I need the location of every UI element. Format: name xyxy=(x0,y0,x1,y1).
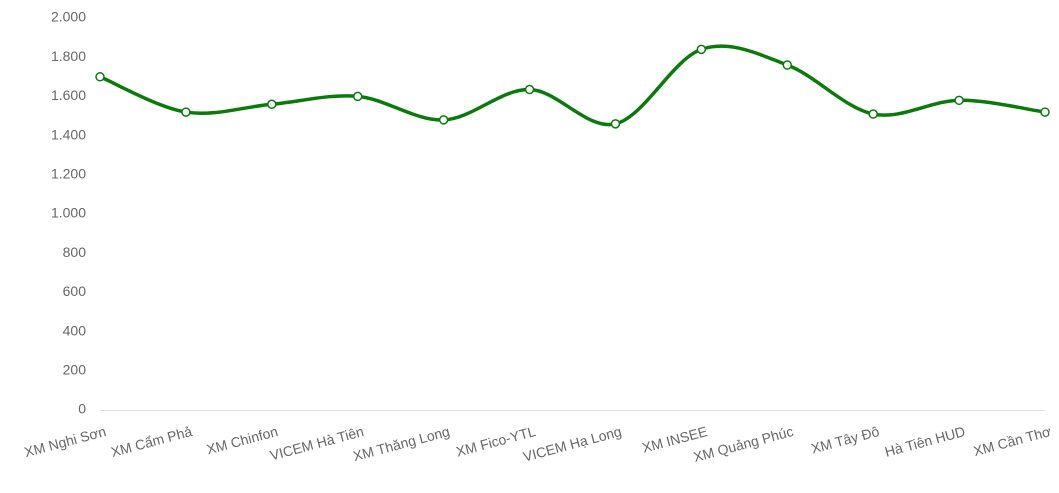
x-tick-label: VICEM Hà Tiên xyxy=(268,423,365,463)
x-tick-label: XM Thăng Long xyxy=(351,423,451,464)
y-tick-label: 800 xyxy=(63,244,87,260)
y-tick-label: 1.200 xyxy=(51,166,86,182)
x-tick-label: XM Cẩm Phả xyxy=(109,423,194,460)
point xyxy=(696,44,707,55)
point xyxy=(524,84,535,95)
x-tick-label: XM Quảng Phúc xyxy=(692,423,795,465)
point xyxy=(868,109,878,119)
point xyxy=(954,95,964,106)
y-tick-label: 600 xyxy=(63,283,87,299)
y-tick-label: 1.800 xyxy=(51,48,86,64)
point xyxy=(352,91,363,102)
y-tick-label: 2.000 xyxy=(51,9,86,25)
point xyxy=(438,115,449,125)
x-tick-label: XM Nghi Sơn xyxy=(23,423,108,460)
point xyxy=(782,60,793,70)
y-tick-label: 400 xyxy=(63,322,87,338)
point xyxy=(1040,107,1050,117)
y-tick-label: 1.000 xyxy=(51,205,86,221)
x-tick-label: XM Tây Đô xyxy=(809,423,881,457)
x-tick-label: Hà Tiên HUD xyxy=(883,423,967,460)
x-tick-label: VICEM Hạ Long xyxy=(521,423,623,465)
y-tick-label: 1.600 xyxy=(51,87,86,103)
point xyxy=(267,99,277,109)
line xyxy=(99,44,1046,127)
y-tick-label: 1.400 xyxy=(51,126,86,142)
x-tick-label: XM Cần Thơ xyxy=(972,423,1053,459)
point xyxy=(181,107,191,117)
point xyxy=(610,119,621,129)
y-tick-label: 200 xyxy=(63,362,87,378)
y-tick-label: 0 xyxy=(78,401,86,417)
point xyxy=(95,72,105,82)
